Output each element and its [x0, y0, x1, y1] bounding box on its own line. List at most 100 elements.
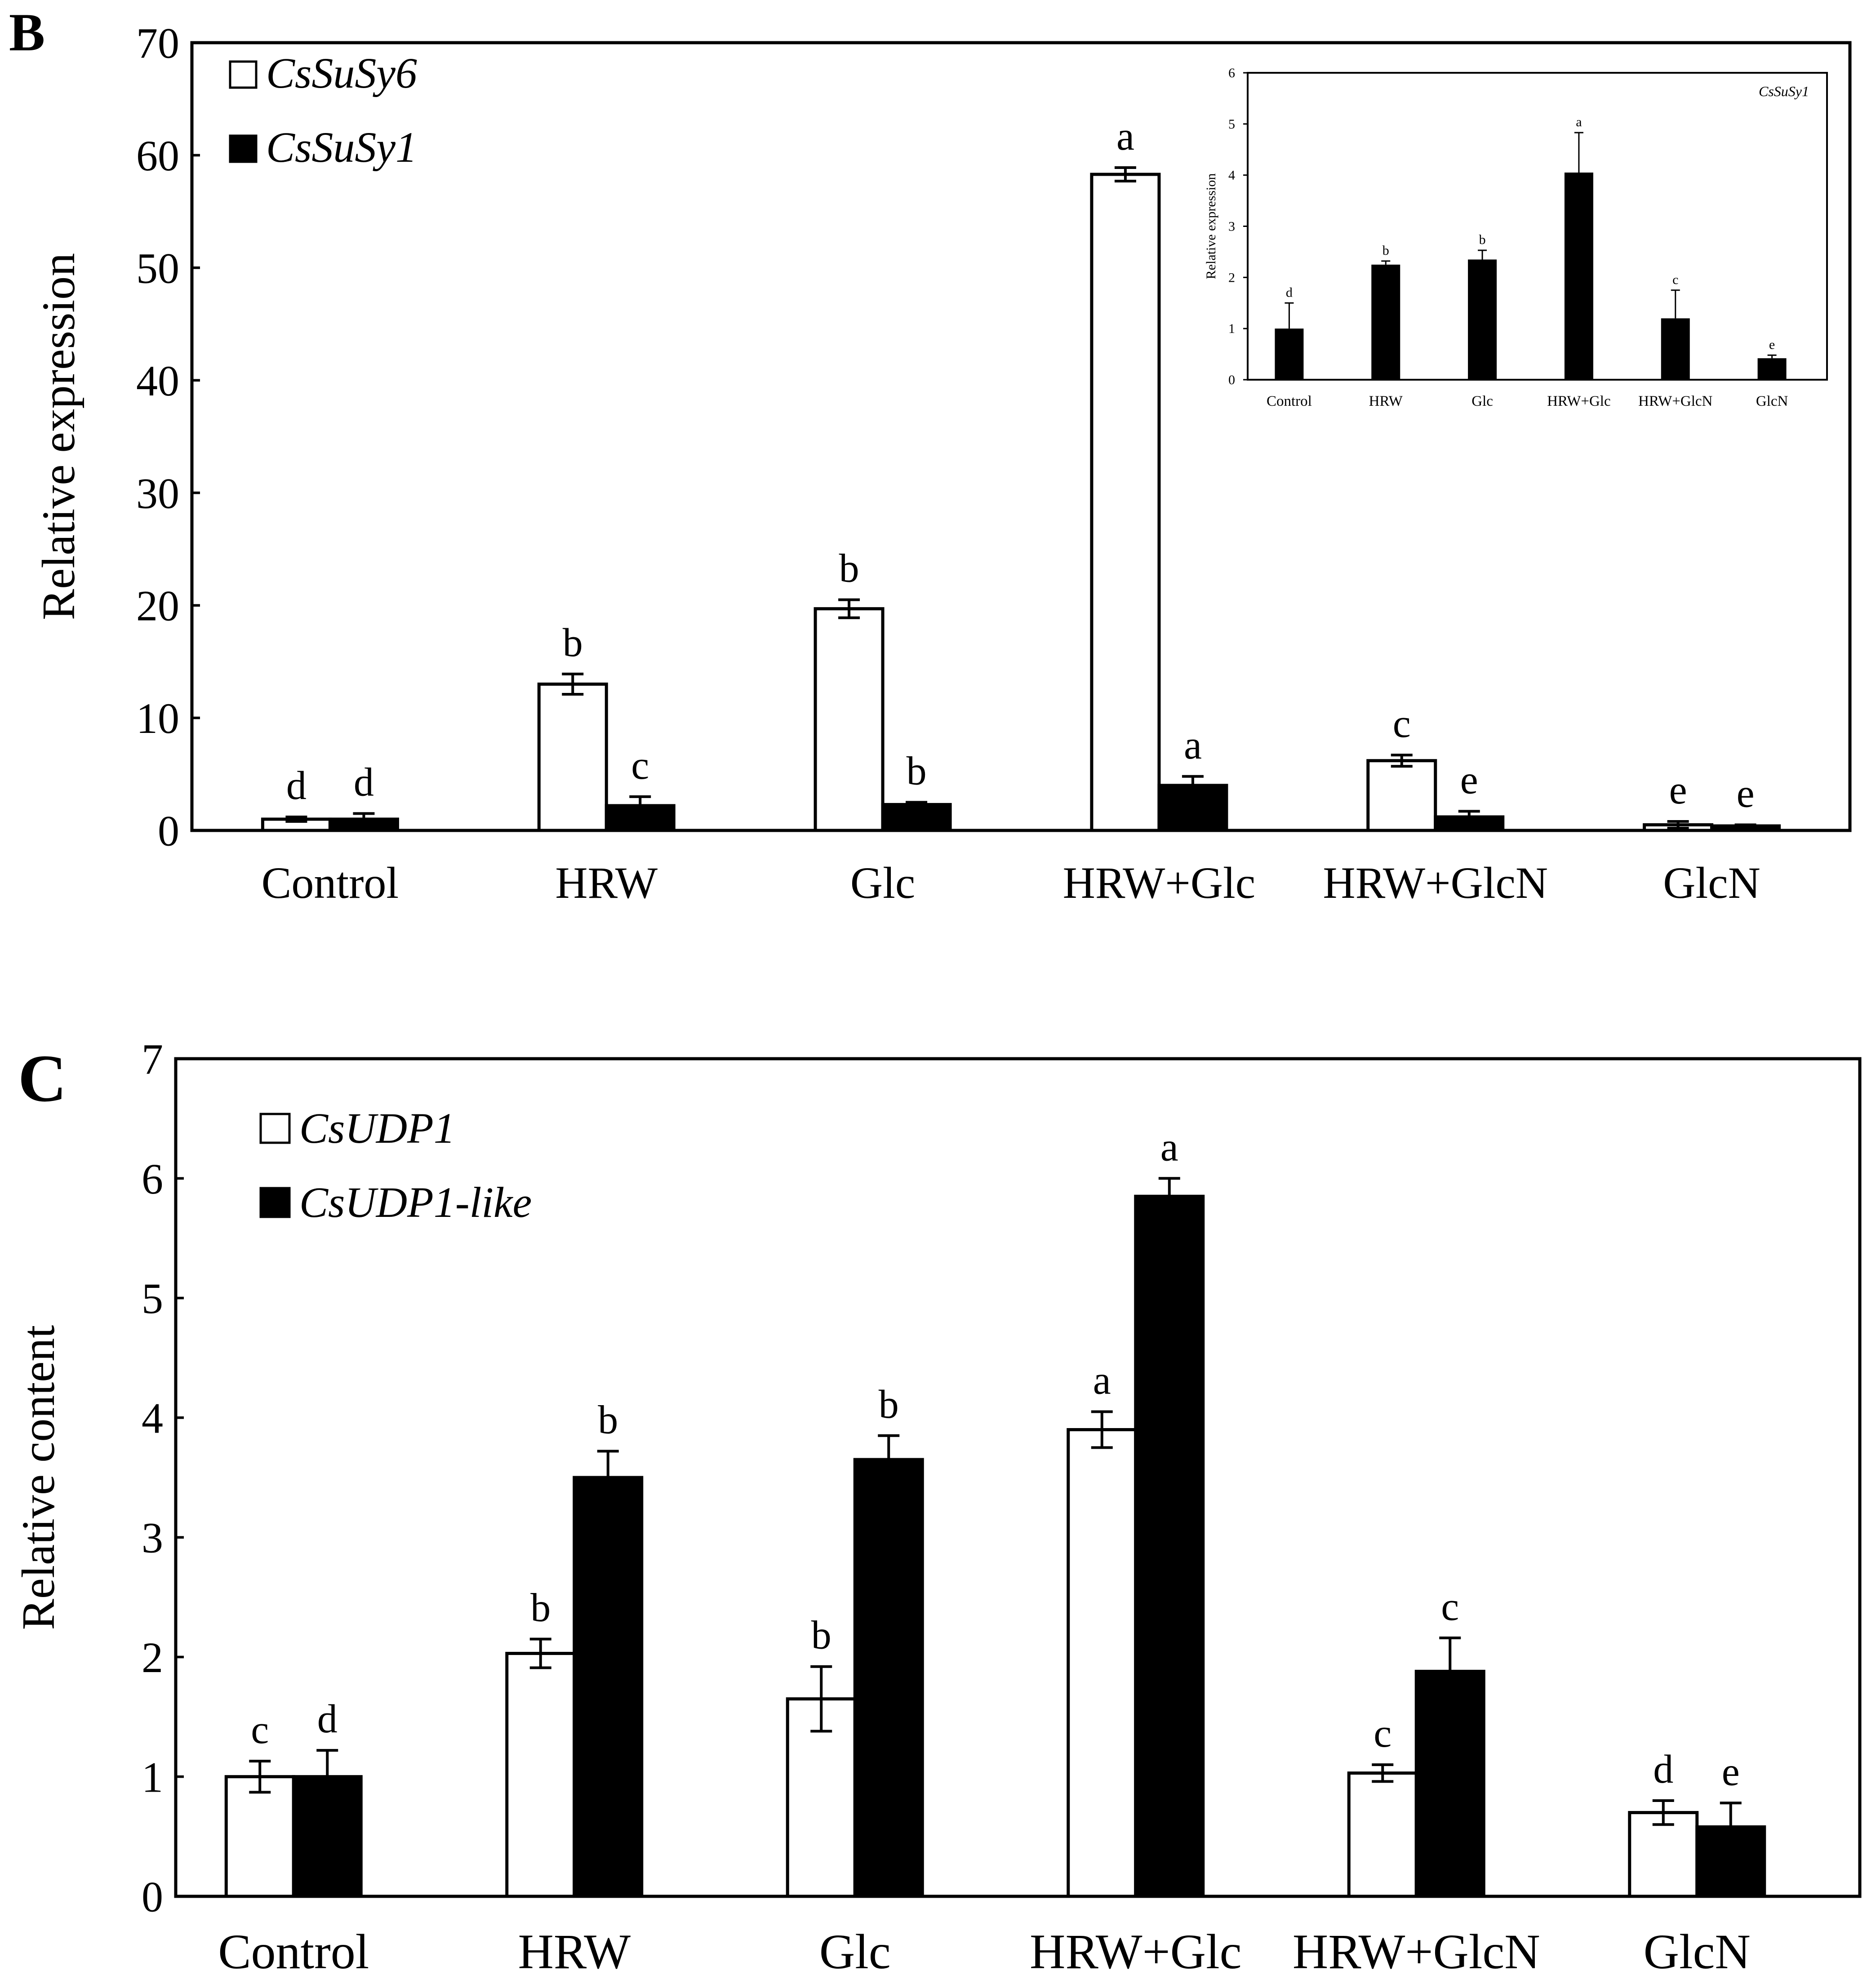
panel-b-inset-bar [1757, 358, 1787, 380]
panel-b-bar-filled [881, 803, 952, 832]
panel-c-category-label: HRW+GlcN [1293, 1924, 1540, 1979]
panel-c-legend-label: CsUDP1-like [299, 1178, 532, 1226]
panel-b-inset-category-label: GlcN [1756, 393, 1788, 409]
panel-c-significance-letter: e [1722, 1749, 1740, 1794]
panel-b-y-tick-label: 40 [136, 357, 179, 405]
panel-c-legend-label: CsUDP1 [299, 1104, 455, 1152]
panel-b-inset-category-label: Glc [1471, 393, 1493, 409]
panel-b-significance-letter: c [1393, 701, 1411, 746]
panel-b-inset-significance-letter: b [1479, 232, 1486, 247]
panel-b-significance-letter: a [1184, 723, 1202, 768]
panel-b-inset-y-tick-label: 2 [1228, 270, 1235, 285]
panel-c-category-label: HRW [518, 1924, 631, 1979]
panel-b-inset-y-tick-label: 3 [1228, 219, 1235, 234]
panel-b-inset-y-tick-label: 1 [1228, 321, 1235, 336]
panel-c-y-tick-label: 6 [142, 1155, 163, 1203]
panel-c-significance-letter: b [598, 1398, 618, 1442]
panel-b-category-label: HRW [555, 858, 658, 908]
panel-b-bar-open [1090, 173, 1161, 832]
panel-c-bar-open [1628, 1811, 1699, 1898]
panel-b-inset-bar [1371, 264, 1400, 380]
panel-b-bar-open [814, 607, 885, 832]
panel-c-category-label: Glc [819, 1924, 891, 1979]
panel-b-bar-open [537, 682, 608, 832]
panel-c-y-tick-label: 5 [142, 1274, 163, 1322]
panel-b-inset-group: 0 1 2 3 4 5 6 Relative expression CsSuSy1 d Contro… [1204, 66, 1828, 409]
panel-b-significance-letter: b [563, 621, 583, 665]
panel-b-y-tick-label: 60 [136, 132, 179, 180]
panel-b-inset-bar [1564, 172, 1593, 380]
panel-c-y-tick-label: 2 [142, 1633, 163, 1682]
panel-b-inset-category-label: Control [1267, 393, 1312, 409]
panel-b-inset-title: CsSuSy1 [1759, 83, 1809, 99]
panel-c-legend-swatch [259, 1113, 291, 1144]
panel-b-inset-significance-letter: d [1286, 285, 1293, 300]
panel-c-y-tick-label: 0 [142, 1873, 163, 1921]
panel-b-inset-y-tick-label: 4 [1228, 168, 1235, 183]
panel-c-bar-open [505, 1651, 576, 1898]
panel-c-bar-filled [853, 1458, 924, 1898]
panel-b-category-label: Control [262, 858, 399, 908]
panel-b-bar-open [1366, 759, 1437, 832]
panel-c-y-tick-label: 3 [142, 1514, 163, 1562]
panel-c-significance-letter: a [1093, 1358, 1111, 1403]
panel-b-axis-frame [190, 41, 1852, 832]
panel-c-axis-frame [174, 1057, 1862, 1898]
panel-b-significance-letter: b [839, 546, 859, 591]
panel-c-bar-open [1067, 1428, 1138, 1898]
panel-b-inset-category-label: HRW [1369, 393, 1403, 409]
panel-c-significance-letter: d [1653, 1747, 1673, 1792]
panel-c-bar-filled [573, 1476, 644, 1898]
panel-b-y-tick-label: 30 [136, 469, 179, 517]
panel-c-y-tick-label: 7 [142, 1035, 163, 1083]
panel-c-legend-swatch [259, 1187, 291, 1218]
panel-c-group: 0 1 2 3 4 5 6 7 Relative content Control c d HRW b b Gl… [13, 1035, 1862, 1979]
panel-b-category-label: HRW+Glc [1063, 858, 1256, 908]
panel-b-significance-letter: d [286, 763, 307, 808]
panel-c-y-tick-label: 1 [142, 1753, 163, 1801]
panel-c-category-label: HRW+Glc [1030, 1924, 1241, 1979]
panel-b-category-label: Glc [850, 858, 915, 908]
panel-b-significance-letter: d [354, 760, 374, 804]
panel-c-bar-open [1347, 1771, 1418, 1898]
panel-b-legend-swatch [229, 134, 258, 163]
panel-b-significance-letter: b [907, 749, 927, 793]
panel-b-inset-y-tick-label: 0 [1228, 373, 1235, 387]
panel-c-significance-letter: a [1160, 1125, 1178, 1169]
panel-c-significance-letter: c [251, 1708, 269, 1752]
panel-b-inset-axis-frame [1247, 72, 1828, 381]
panel-c-letter: C [18, 1041, 67, 1116]
panel-b-inset-category-label: HRW+Glc [1547, 393, 1610, 409]
panel-c-bar-filled [1134, 1194, 1205, 1898]
panel-b-significance-letter: e [1460, 758, 1478, 802]
panel-b-y-axis-label: Relative expression [33, 253, 84, 620]
panel-c-significance-letter: b [530, 1585, 551, 1630]
panel-c-category-label: GlcN [1644, 1924, 1751, 1979]
panel-b-inset-bar [1275, 328, 1304, 380]
panel-b-inset-bar [1468, 259, 1497, 380]
panel-b-inset-significance-letter: c [1672, 272, 1678, 287]
panel-b-inset-y-tick-label: 6 [1228, 66, 1235, 80]
panel-c-significance-letter: b [879, 1382, 899, 1427]
panel-c-significance-letter: b [811, 1613, 831, 1658]
panel-b-y-tick-label: 50 [136, 244, 179, 292]
panel-b-legend-label: CsSuSy1 [266, 123, 417, 171]
panel-c-bar-open [224, 1775, 295, 1898]
panel-b-significance-letter: e [1669, 768, 1687, 812]
panel-b-letter: B [9, 2, 45, 62]
panel-b-category-label: GlcN [1663, 858, 1760, 908]
panel-b-inset-y-axis-label: Relative expression [1204, 173, 1218, 280]
panel-b-legend-label: CsSuSy6 [266, 49, 417, 97]
panel-b-inset-category-label: HRW+GlcN [1638, 393, 1712, 409]
panel-b-inset-significance-letter: a [1576, 115, 1582, 129]
panel-b-y-tick-label: 0 [158, 807, 179, 855]
panel-b-y-tick-label: 10 [136, 694, 179, 742]
panel-b-y-tick-label: 70 [136, 19, 179, 67]
panel-c-category-label: Control [218, 1924, 369, 1979]
panel-c-significance-letter: d [317, 1697, 338, 1741]
panel-b-inset-bar [1661, 318, 1690, 380]
panel-c-bar-filled [1414, 1669, 1485, 1898]
panel-c-significance-letter: c [1441, 1584, 1459, 1629]
